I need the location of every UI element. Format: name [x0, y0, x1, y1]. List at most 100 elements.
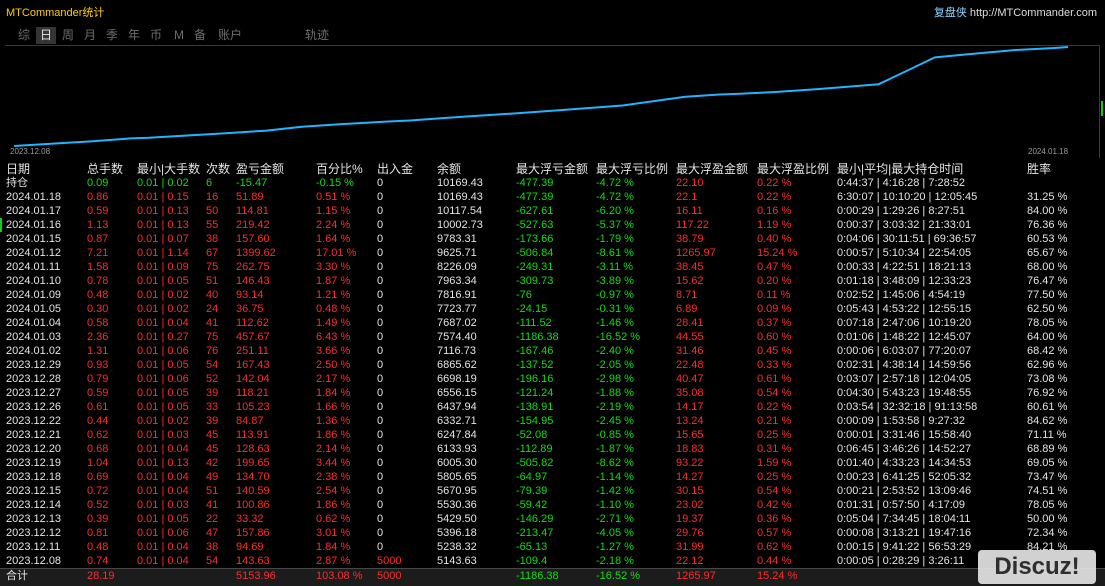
cell-balance: 7723.77 [437, 303, 477, 315]
table-row[interactable]: 2024.01.03 2.36 0.01 | 0.27 75 457.67 6.43 % 0… [0, 330, 1105, 344]
tab-notes[interactable]: 备 [194, 28, 207, 42]
cell-pnl: 142.04 [236, 373, 270, 385]
cell-percent: 1.66 % [316, 401, 351, 413]
table-header: 日期 总手数 最小|大手数 次数 盈亏金额 百分比% 出入金 余额 最大浮亏金额 最大浮亏比例 最大… [0, 162, 1105, 176]
table-row[interactable]: 2023.12.14 0.52 0.01 | 0.03 41 100.86 1.86 % 0… [0, 498, 1105, 512]
table-row[interactable]: 2024.01.17 0.59 0.01 | 0.13 50 114.81 1.15 % 0… [0, 204, 1105, 218]
cell-deposit-withdraw: 0 [377, 233, 384, 245]
cell-total-lots: 0.86 [87, 191, 109, 203]
position-row[interactable]: 持仓 0.09 0.01 | 0.02 6 -15.47 -0.15 % 0 10169.43… [0, 176, 1105, 190]
cell-min-max-lots: 0.01 | 0.13 [137, 457, 189, 469]
total-row[interactable]: 合计 28.19 5153.96 103.08 % 5000 -1186.38 -16.52… [0, 568, 1105, 586]
cell-holding-time: 0:01:06 | 1:48:22 | 12:45:07 [837, 331, 972, 343]
table-row[interactable]: 2024.01.15 0.87 0.01 | 0.07 38 157.60 1.64 % 0… [0, 232, 1105, 246]
cell-max-float-profit: 15.62 [676, 275, 704, 287]
tab-weekly[interactable]: 周 [62, 28, 75, 42]
cell-trade-count: 76 [206, 345, 219, 357]
table-row[interactable]: 2024.01.16 1.13 0.01 | 0.13 55 219.42 2.24 % 0… [0, 218, 1105, 232]
table-row[interactable]: 2023.12.28 0.79 0.01 | 0.06 52 142.04 2.17 % 0… [0, 372, 1105, 386]
cell-total-lots: 0.87 [87, 233, 109, 245]
cell-win-rate: 60.61 % [1027, 401, 1068, 413]
cell-max-float-profit: 16.11 [676, 205, 703, 217]
table-row[interactable]: 2024.01.02 1.31 0.01 | 0.06 76 251.11 3.66 % 0… [0, 344, 1105, 358]
cell-min-max-lots: 0.01 | 0.09 [137, 261, 189, 273]
cell-deposit-withdraw: 0 [377, 429, 384, 441]
cell-trade-count: 50 [206, 205, 219, 217]
cell-percent: 1.84 % [316, 541, 351, 553]
tab-quarterly[interactable]: 季 [106, 28, 119, 42]
cell-max-float-loss: -167.46 [516, 345, 554, 357]
table-row[interactable]: 2023.12.08 0.74 0.01 | 0.04 54 143.63 2.87 % 5… [0, 554, 1105, 568]
table-row[interactable]: 2023.12.18 0.69 0.01 | 0.04 49 134.70 2.38 % 0… [0, 470, 1105, 484]
tab-yearly[interactable]: 年 [128, 28, 141, 42]
table-row[interactable]: 2023.12.22 0.44 0.01 | 0.02 39 84.87 1.36 % 0 6… [0, 414, 1105, 428]
cell-balance: 7116.73 [437, 345, 476, 357]
table-row[interactable]: 2023.12.27 0.59 0.01 | 0.05 39 118.21 1.84 % 0… [0, 386, 1105, 400]
table-row[interactable]: 2023.12.13 0.39 0.01 | 0.05 22 33.32 0.62 % 0 5… [0, 512, 1105, 526]
header-max-float-loss: 最大浮亏金额 [516, 162, 589, 176]
table-row[interactable]: 2023.12.12 0.81 0.01 | 0.06 47 157.86 3.01 % 0… [0, 526, 1105, 540]
cell-min-max-lots: 0.01 | 0.02 [137, 415, 189, 427]
table-row[interactable]: 2024.01.05 0.30 0.01 | 0.02 24 36.75 0.48 % 0 7… [0, 302, 1105, 316]
cell-trade-count: 40 [206, 289, 219, 301]
cell-date: 2023.12.20 [6, 443, 62, 455]
cell-max-float-loss: -24.15 [516, 303, 548, 315]
cell-pnl: 157.60 [236, 233, 270, 245]
cell-max-float-profit-ratio: 0.09 % [757, 303, 792, 315]
cell-balance: 5143.63 [437, 555, 477, 567]
table-row[interactable]: 2024.01.11 1.58 0.01 | 0.09 75 262.75 3.30 % 0… [0, 260, 1105, 274]
cell-balance: 6556.15 [437, 387, 477, 399]
tab-currency[interactable]: 币 [150, 28, 163, 42]
cell-max-float-loss: -213.47 [516, 527, 554, 539]
cell-date: 2023.12.26 [6, 401, 62, 413]
cell-max-float-loss: -249.31 [516, 261, 554, 273]
cell-min-max-lots: 0.01 | 0.06 [137, 527, 189, 539]
cell-win-rate: 62.96 % [1027, 359, 1068, 371]
tab-magic[interactable]: M [174, 28, 184, 42]
cell-pnl: 143.63 [236, 555, 270, 567]
cell-total-lots: 1.58 [87, 261, 109, 273]
cell-holding-time: 0:00:21 | 2:53:52 | 13:09:46 [837, 485, 972, 497]
table-row[interactable]: 2023.12.26 0.61 0.01 | 0.05 33 105.23 1.66 % 0… [0, 400, 1105, 414]
cell-max-float-loss: -1186.38 [516, 331, 559, 343]
cell-pnl: 113.91 [236, 429, 269, 441]
cell-max-float-profit-ratio: 0.16 % [757, 205, 792, 217]
cell-balance: 6865.62 [437, 359, 477, 371]
cell-deposit-withdraw: 0 [377, 471, 384, 483]
table-row[interactable]: 2023.12.19 1.04 0.01 | 0.13 42 199.65 3.44 % 0… [0, 456, 1105, 470]
tab-overview[interactable]: 综 [18, 28, 31, 42]
table-row[interactable]: 2024.01.09 0.48 0.01 | 0.02 40 93.14 1.21 % 0 7… [0, 288, 1105, 302]
row-selection-marker [0, 218, 2, 232]
website-link[interactable]: http://MTCommander.com [969, 7, 1097, 19]
cell-total-lots: 0.81 [87, 527, 109, 539]
cell-max-float-profit: 31.99 [676, 541, 704, 553]
table-row[interactable]: 2024.01.18 0.86 0.01 | 0.15 16 51.89 0.51 % 0 1… [0, 190, 1105, 204]
table-row[interactable]: 2024.01.04 0.58 0.01 | 0.04 41 112.62 1.49 % 0… [0, 316, 1105, 330]
cell-max-float-profit-ratio: 0.44 % [757, 555, 792, 567]
table-row[interactable]: 2023.12.15 0.72 0.01 | 0.04 51 140.59 2.54 % 0… [0, 484, 1105, 498]
cell-holding-time: 0:03:54 | 32:32:18 | 91:13:58 [837, 401, 978, 413]
cell-total-lots: 0.62 [87, 429, 109, 441]
cell-win-rate: 74.51 % [1027, 485, 1068, 497]
cell-pnl: 146.43 [236, 275, 270, 287]
header-max-float-profit-ratio: 最大浮盈比例 [757, 162, 830, 176]
cell-date: 2023.12.18 [6, 471, 62, 483]
table-row[interactable]: 2023.12.11 0.48 0.01 | 0.04 38 94.69 1.84 % 0 5… [0, 540, 1105, 554]
tab-monthly[interactable]: 月 [84, 28, 97, 42]
cell-percent: 1.15 % [316, 205, 351, 217]
table-row[interactable]: 2024.01.12 7.21 0.01 | 1.14 67 1399.62 17.01 … [0, 246, 1105, 260]
tab-daily[interactable]: 日 [36, 27, 57, 44]
cell-holding-time: 0:05:04 | 7:34:45 | 18:04:11 [837, 513, 971, 525]
tab-trajectory[interactable]: 轨迹 [305, 28, 330, 42]
cell-deposit-withdraw: 0 [377, 485, 384, 497]
table-row[interactable]: 2023.12.21 0.62 0.01 | 0.03 45 113.91 1.86 % 0… [0, 428, 1105, 442]
cell-max-float-profit: 38.45 [676, 261, 704, 273]
cell-percent: 17.01 % [316, 247, 357, 259]
table-row[interactable]: 2024.01.10 0.78 0.01 | 0.05 51 146.43 1.87 % 0… [0, 274, 1105, 288]
cell-total-lots: 0.39 [87, 513, 109, 525]
table-row[interactable]: 2023.12.20 0.68 0.01 | 0.04 45 128.63 2.14 % 0… [0, 442, 1105, 456]
cell-max-float-profit: 1265.97 [676, 570, 716, 582]
cell-max-float-loss-ratio: -3.11 % [596, 261, 634, 273]
table-row[interactable]: 2023.12.29 0.93 0.01 | 0.05 54 167.43 2.50 % 0… [0, 358, 1105, 372]
tab-account[interactable]: 账户 [218, 28, 243, 42]
